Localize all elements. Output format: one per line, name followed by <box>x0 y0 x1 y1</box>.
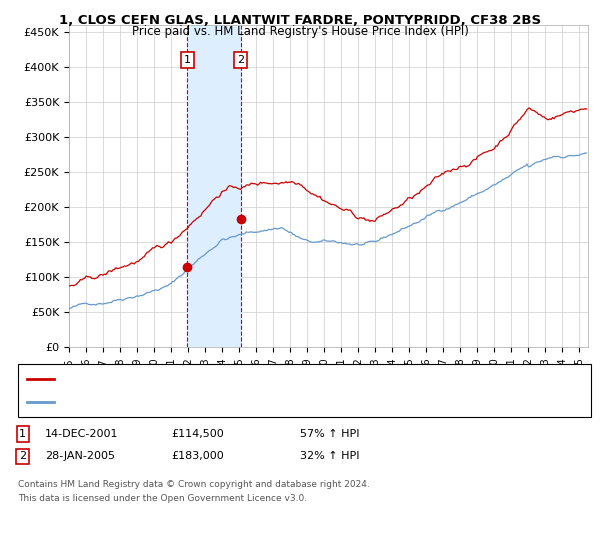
Text: 28-JAN-2005: 28-JAN-2005 <box>45 451 115 461</box>
Text: 2: 2 <box>237 55 244 65</box>
Text: 1: 1 <box>19 429 26 439</box>
Text: 1, CLOS CEFN GLAS, LLANTWIT FARDRE, PONTYPRIDD, CF38 2BS (detached house): 1, CLOS CEFN GLAS, LLANTWIT FARDRE, PONT… <box>57 374 470 384</box>
Text: 14-DEC-2001: 14-DEC-2001 <box>45 429 119 439</box>
Text: 2: 2 <box>19 451 26 461</box>
Text: This data is licensed under the Open Government Licence v3.0.: This data is licensed under the Open Gov… <box>18 494 307 503</box>
Text: £114,500: £114,500 <box>171 429 224 439</box>
Text: Price paid vs. HM Land Registry's House Price Index (HPI): Price paid vs. HM Land Registry's House … <box>131 25 469 38</box>
Bar <box>187 25 241 347</box>
Text: HPI: Average price, detached house, Rhondda Cynon Taf: HPI: Average price, detached house, Rhon… <box>57 397 338 407</box>
Text: £183,000: £183,000 <box>171 451 224 461</box>
Text: Contains HM Land Registry data © Crown copyright and database right 2024.: Contains HM Land Registry data © Crown c… <box>18 480 370 489</box>
Text: 57% ↑ HPI: 57% ↑ HPI <box>300 429 359 439</box>
Text: 32% ↑ HPI: 32% ↑ HPI <box>300 451 359 461</box>
Text: 1, CLOS CEFN GLAS, LLANTWIT FARDRE, PONTYPRIDD, CF38 2BS: 1, CLOS CEFN GLAS, LLANTWIT FARDRE, PONT… <box>59 14 541 27</box>
Text: 1: 1 <box>184 55 191 65</box>
